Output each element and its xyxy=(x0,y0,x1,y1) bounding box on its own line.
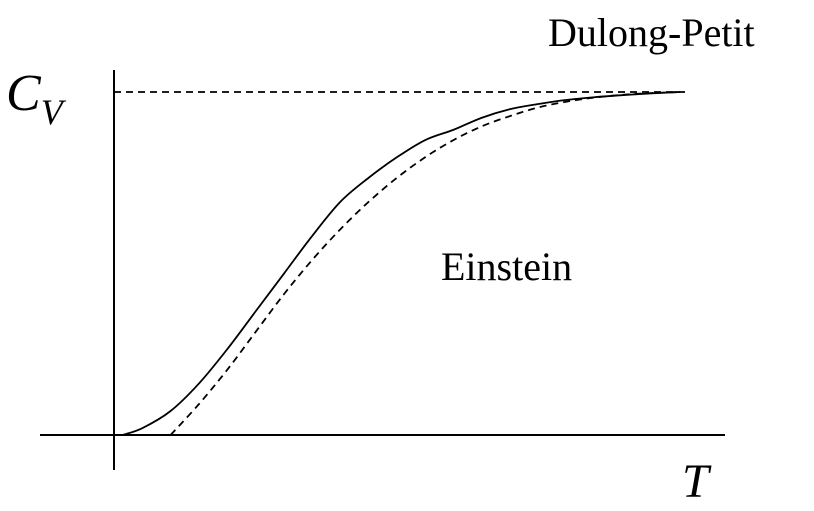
series-layer xyxy=(122,91,681,436)
y-axis-label-subscript: V xyxy=(41,92,67,132)
y-axis-label-main: C xyxy=(6,65,42,122)
y-axis-label: CV xyxy=(6,65,67,132)
x-axis-label: T xyxy=(682,455,712,508)
einstein-label: Einstein xyxy=(441,244,572,289)
heat-capacity-curve xyxy=(122,91,681,436)
einstein-model-curve xyxy=(169,91,681,436)
dulong-petit-label: Dulong-Petit xyxy=(548,10,755,55)
